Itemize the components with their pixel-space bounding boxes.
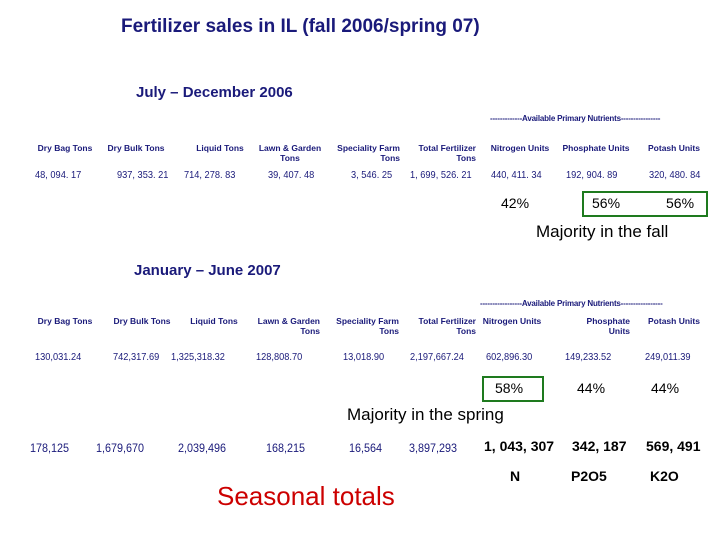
fall-majority-note: Majority in the fall: [536, 222, 669, 241]
spring-percent-phosphate: 44%: [577, 380, 606, 396]
nutrient-label-p2o5: P2O5: [571, 468, 607, 484]
fall-available-nutrients-header: -------------Available Primary Nutrients…: [490, 114, 661, 123]
spring-value-speciality-farm: 13,018.90: [343, 351, 385, 363]
fall-header-total-fertilizer: Total Fertilizer Tons: [418, 143, 476, 163]
fall-value-potash: 320, 480. 84: [649, 169, 701, 181]
spring-available-nutrients-header: -----------------Available Primary Nutri…: [480, 299, 663, 308]
total-lawn-garden: 168,215: [266, 441, 306, 455]
spring-value-liquid: 1,325,318.32: [171, 351, 225, 363]
fall-header-speciality-farm: Speciality Farm Tons: [337, 143, 400, 163]
total-fertilizer: 3,897,293: [409, 441, 458, 455]
spring-header-nitrogen: Nitrogen Units: [482, 316, 542, 326]
fall-value-nitrogen: 440, 411. 34: [491, 169, 542, 181]
page-title: Fertilizer sales in IL (fall 2006/spring…: [121, 16, 480, 37]
spring-header-liquid: Liquid Tons: [190, 316, 238, 326]
fall-header-potash: Potash Units: [648, 143, 700, 153]
fall-value-liquid: 714, 278. 83: [184, 169, 236, 181]
spring-majority-box: 58%: [482, 376, 544, 402]
spring-header-total-fertilizer: Total Fertilizer Tons: [418, 316, 476, 336]
fall-value-dry-bag: 48, 094. 17: [35, 169, 82, 181]
spring-value-dry-bulk: 742,317.69: [113, 351, 160, 363]
fall-header-phosphate: Phosphate Units: [562, 143, 630, 153]
fall-percent-nitrogen: 42%: [501, 195, 530, 211]
spring-value-phosphate: 149,233.52: [565, 351, 612, 363]
spring-header-lawn-garden: Lawn & Garden Tons: [257, 316, 320, 336]
spring-value-potash: 249,011.39: [645, 351, 691, 363]
spring-section-label: January – June 2007: [134, 262, 281, 279]
spring-value-lawn-garden: 128,808.70: [256, 351, 303, 363]
spring-header-phosphate: Phosphate Units: [586, 316, 630, 336]
fall-value-speciality-farm: 3, 546. 25: [351, 169, 393, 181]
fall-percent-phosphate: 56%: [592, 195, 621, 211]
spring-header-dry-bag: Dry Bag Tons: [37, 316, 93, 326]
total-dry-bulk: 1,679,670: [96, 441, 145, 455]
nutrient-label-n: N: [510, 468, 521, 484]
total-speciality-farm: 16,564: [349, 441, 383, 455]
total-potash: 569, 491: [646, 438, 701, 454]
fall-value-lawn-garden: 39, 407. 48: [268, 169, 315, 181]
spring-percent-nitrogen: 58%: [495, 380, 524, 396]
fall-header-dry-bulk: Dry Bulk Tons: [107, 143, 165, 153]
spring-header-dry-bulk: Dry Bulk Tons: [113, 316, 171, 326]
fall-header-nitrogen: Nitrogen Units: [490, 143, 550, 153]
fall-header-lawn-garden: Lawn & Garden Tons: [258, 143, 322, 163]
fall-header-dry-bag: Dry Bag Tons: [37, 143, 93, 153]
nutrient-label-k2o: K2O: [650, 468, 679, 484]
total-nitrogen: 1, 043, 307: [484, 438, 555, 454]
total-phosphate: 342, 187: [572, 438, 627, 454]
seasonal-totals-label: Seasonal totals: [217, 481, 395, 511]
spring-value-nitrogen: 602,896.30: [486, 351, 533, 363]
fall-header-liquid: Liquid Tons: [196, 143, 244, 153]
spring-value-total-fertilizer: 2,197,667.24: [410, 351, 464, 363]
spring-percent-potash: 44%: [651, 380, 680, 396]
total-dry-bag: 178,125: [30, 441, 70, 455]
spring-header-potash: Potash Units: [648, 316, 700, 326]
spring-majority-note: Majority in the spring: [347, 405, 504, 424]
spring-value-dry-bag: 130,031.24: [35, 351, 82, 363]
fall-value-phosphate: 192, 904. 89: [566, 169, 618, 181]
spring-header-speciality-farm: Speciality Farm Tons: [336, 316, 399, 336]
fall-value-total-fertilizer: 1, 699, 526. 21: [410, 169, 472, 181]
fall-percent-potash: 56%: [666, 195, 695, 211]
total-liquid: 2,039,496: [178, 441, 227, 455]
fall-value-dry-bulk: 937, 353. 21: [117, 169, 169, 181]
fall-majority-box: 56% 56%: [582, 191, 708, 217]
fall-section-label: July – December 2006: [136, 84, 293, 101]
